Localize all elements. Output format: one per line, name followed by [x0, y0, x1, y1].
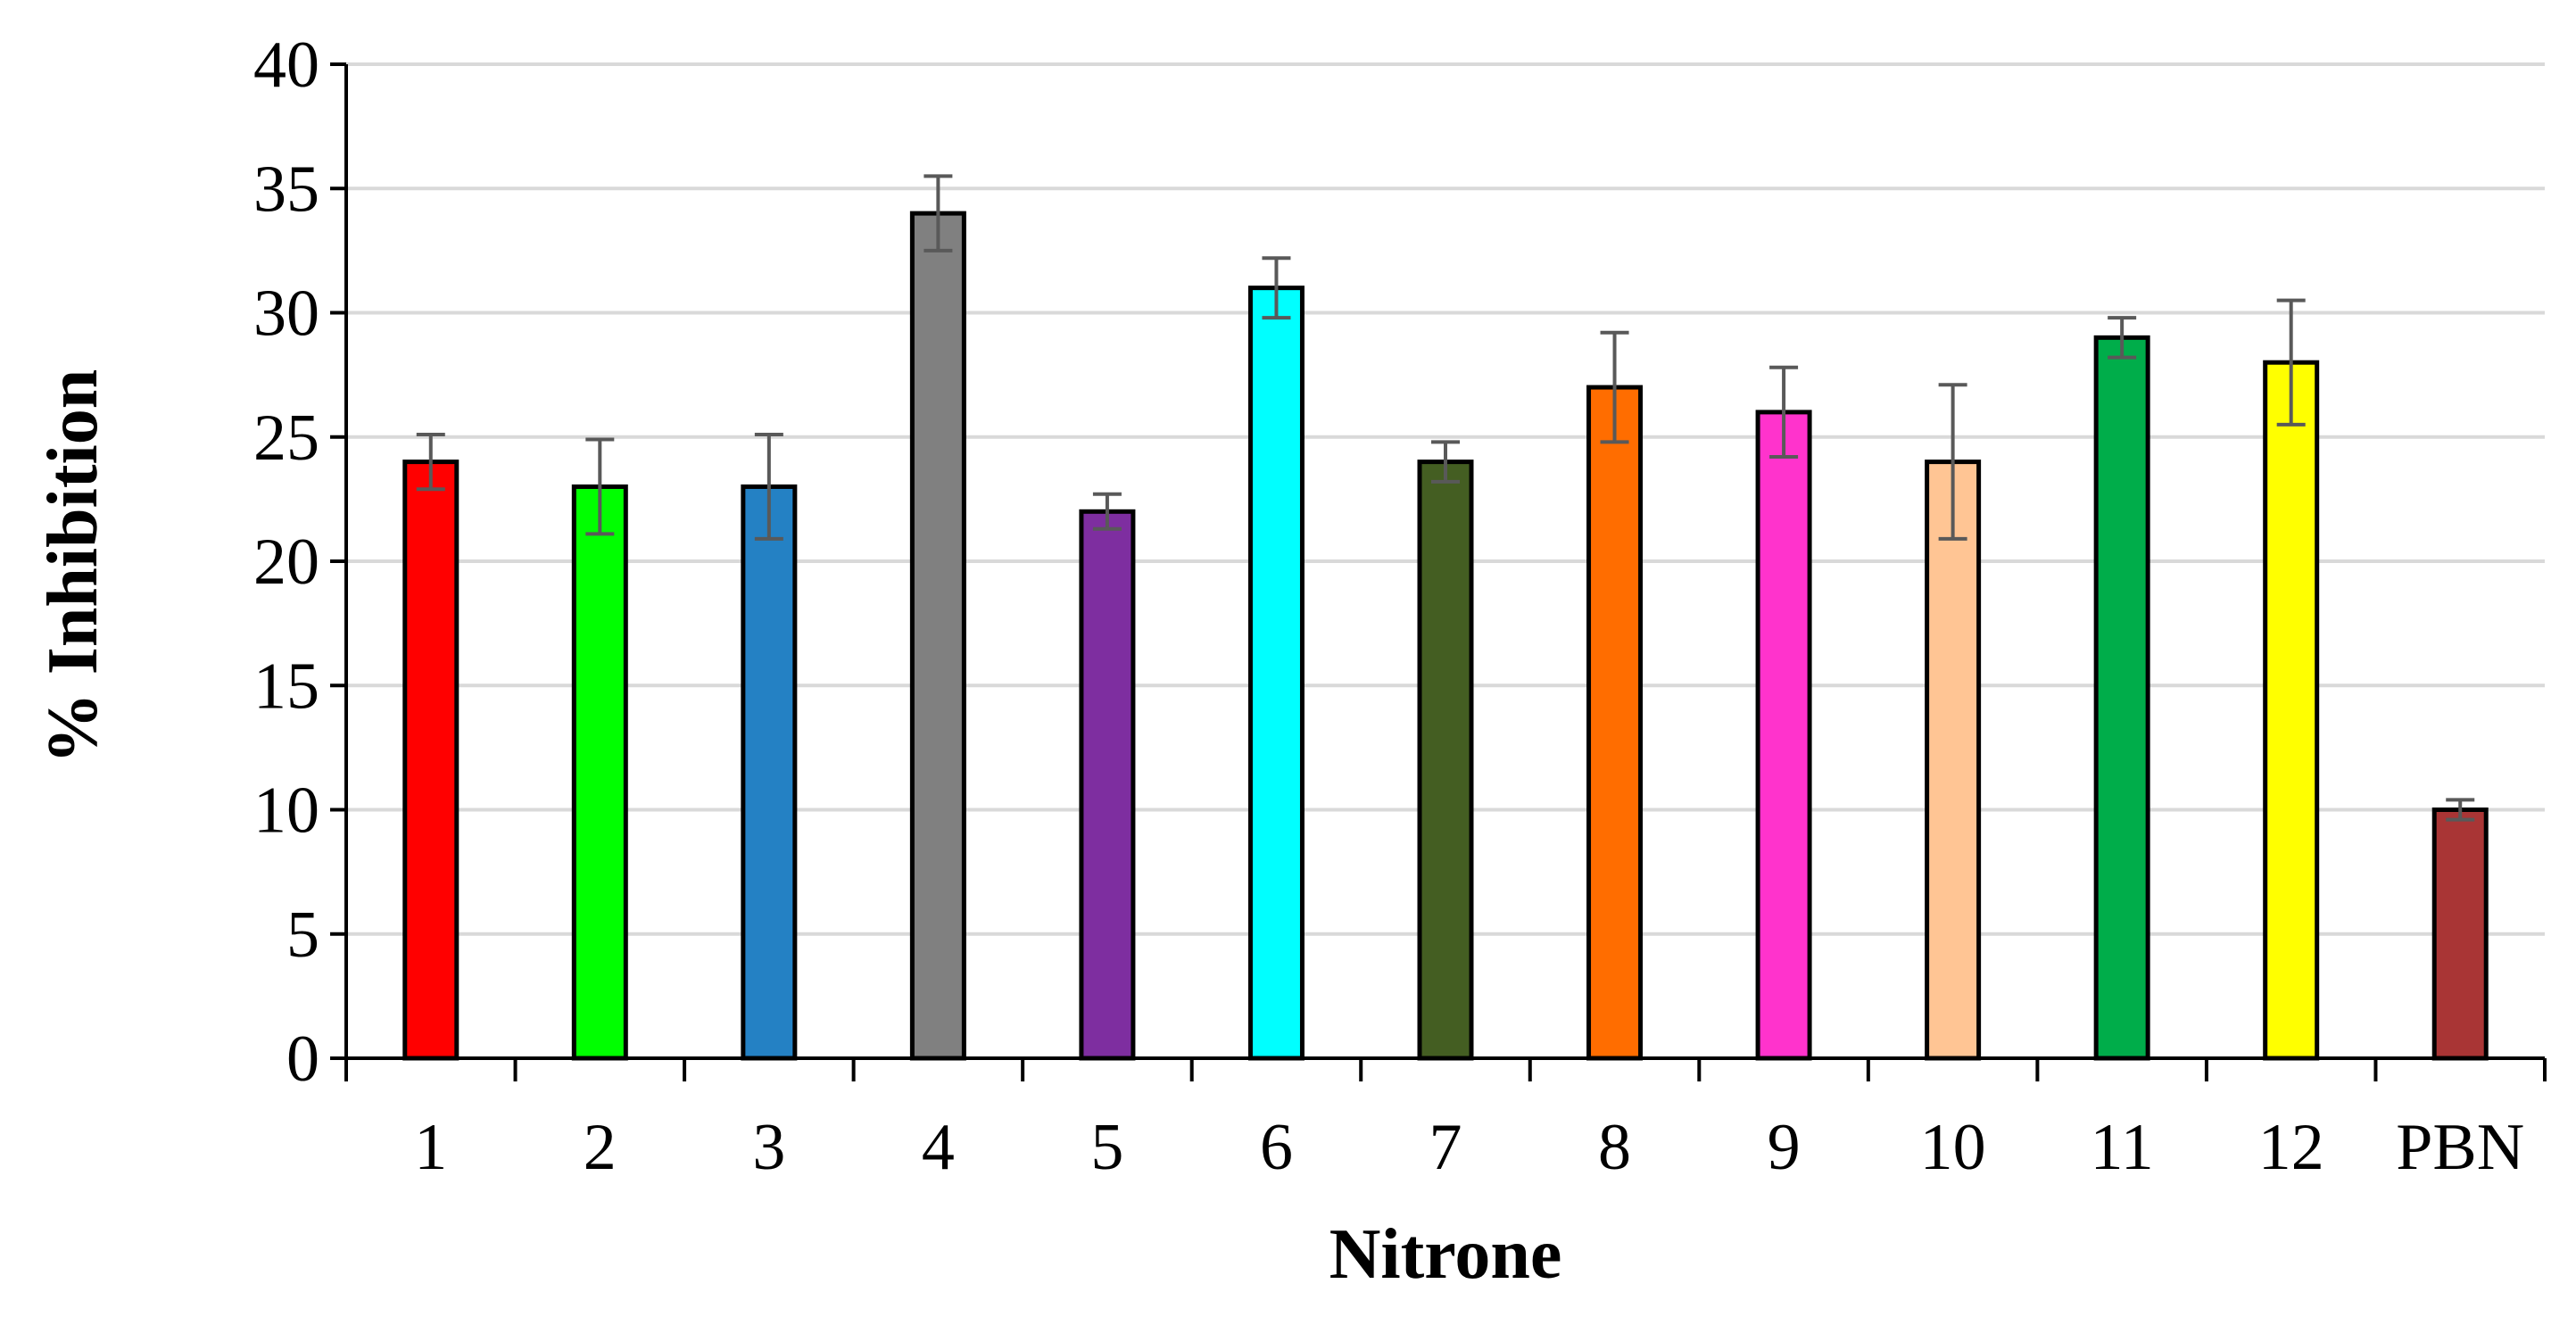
bar-PBN: [2431, 808, 2489, 1061]
x-tick-labels: 1 2 3 4 5 6 7 8 9 10 11 12 PBN: [414, 1111, 2524, 1184]
x-tick-label: 8: [1598, 1111, 1631, 1184]
error-bar-4: [924, 174, 953, 253]
bar-6: [1247, 286, 1305, 1061]
y-tick-label: 15: [253, 650, 319, 723]
y-tick-label: 5: [286, 899, 319, 972]
bar-3: [741, 484, 798, 1061]
y-tick-label: 20: [253, 526, 319, 599]
y-tick-label: 35: [253, 153, 319, 226]
x-tick-label: PBN: [2396, 1111, 2524, 1184]
x-tick-label: 3: [752, 1111, 785, 1184]
y-tick-label: 10: [253, 774, 319, 848]
y-tick-label: 25: [253, 402, 319, 475]
error-bar-6: [1262, 256, 1291, 320]
x-tick-label: 5: [1090, 1111, 1123, 1184]
y-tick-labels: 0 5 10 15 20 25 30 35 40: [253, 29, 319, 1096]
bar-12: [2263, 360, 2320, 1061]
y-tick-label: 0: [286, 1023, 319, 1096]
error-bar-5: [1092, 492, 1122, 531]
x-tick-label: 10: [1920, 1111, 1986, 1184]
error-bar-11: [2108, 316, 2137, 360]
y-axis-title: % Inhibition: [34, 369, 112, 764]
y-tick-label: 40: [253, 29, 319, 102]
error-bar-10: [1938, 383, 1967, 541]
error-bar-9: [1769, 365, 1799, 460]
bar-5: [1079, 509, 1136, 1061]
bar-2: [571, 484, 628, 1061]
y-tick-label: 30: [253, 277, 319, 351]
error-bar-8: [1600, 330, 1629, 444]
error-bar-12: [2276, 298, 2306, 427]
x-axis-title: Nitrone: [1329, 1215, 1562, 1294]
bar-10: [1925, 460, 1982, 1061]
error-bar-1: [416, 432, 445, 492]
error-bar-3: [754, 432, 783, 541]
x-tick-label: 9: [1768, 1111, 1801, 1184]
x-tick-label: 4: [922, 1111, 955, 1184]
error-bar-2: [585, 437, 615, 536]
error-bars: [416, 174, 2475, 822]
error-bar-PBN: [2446, 798, 2475, 822]
axes: [330, 62, 2547, 1081]
bar-8: [1586, 385, 1644, 1061]
bars: [402, 211, 2489, 1061]
x-tick-label: 2: [584, 1111, 617, 1184]
error-bar-7: [1431, 440, 1460, 484]
x-tick-label: 12: [2258, 1111, 2324, 1184]
bar-4: [909, 211, 966, 1061]
x-tick-label: 1: [414, 1111, 447, 1184]
bar-1: [402, 460, 460, 1061]
x-tick-label: 6: [1260, 1111, 1293, 1184]
bar-9: [1755, 410, 1812, 1061]
x-tick-label: 7: [1429, 1111, 1462, 1184]
bar-7: [1417, 460, 1474, 1061]
bar-11: [2093, 335, 2150, 1061]
x-tick-label: 11: [2091, 1111, 2154, 1184]
